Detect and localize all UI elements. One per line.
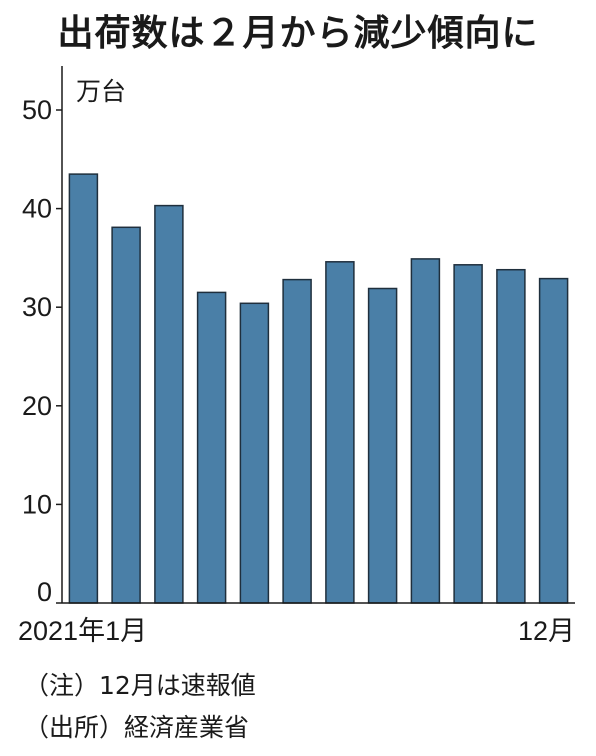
bar-2 <box>111 226 141 604</box>
bar-4 <box>196 291 227 604</box>
bar-7 <box>325 261 355 604</box>
bar-11 <box>496 268 526 604</box>
y-tick-label: 50 <box>22 95 52 125</box>
bar-9 <box>410 258 441 604</box>
x-tick-label-first: 2021年1月 <box>18 616 147 646</box>
footnote-source: （出所）経済産業省 <box>24 713 250 742</box>
y-tick-label: 20 <box>22 391 52 421</box>
x-tick-label-last: 12月 <box>518 616 575 646</box>
y-tick-label: 10 <box>22 489 52 519</box>
bar-3 <box>154 204 184 604</box>
y-tick-label: 40 <box>22 194 52 224</box>
bar-5 <box>239 302 270 604</box>
bar-6 <box>282 278 312 604</box>
bar-10 <box>453 264 483 604</box>
y-axis-unit-label: 万台 <box>76 77 126 106</box>
bar-1 <box>68 173 99 604</box>
bar-12 <box>538 277 569 604</box>
y-tick-label: 30 <box>22 292 52 322</box>
chart-title: 出荷数は２月から減少傾向に <box>57 13 539 54</box>
y-tick-label: 0 <box>37 577 52 607</box>
footnote-preliminary: （注）12月は速報値 <box>24 671 256 700</box>
bar-8 <box>367 287 398 604</box>
